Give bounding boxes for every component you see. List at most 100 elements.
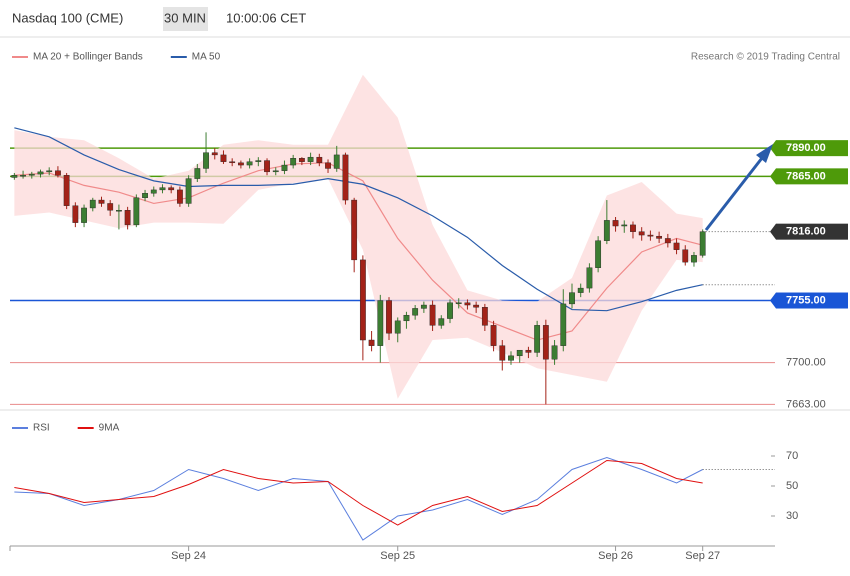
level-label-pointer [770, 223, 776, 240]
candle-body [560, 303, 567, 346]
level-label-box [776, 168, 848, 185]
timeframe[interactable]: 30 MIN [164, 10, 206, 25]
candle-body [534, 325, 541, 353]
candle-body [272, 170, 279, 173]
level-label: 7700.00 [786, 357, 826, 369]
candle-body [438, 318, 445, 326]
candle-body [220, 154, 227, 162]
level-label-box [776, 292, 848, 309]
candle-body [133, 197, 140, 226]
candle-body [691, 255, 697, 263]
y-tick-label: 70 [786, 450, 798, 462]
candle-body [473, 304, 480, 308]
candle-body [420, 304, 427, 309]
candle-body [20, 175, 26, 177]
indicator-line [14, 459, 703, 526]
candle-body [656, 235, 663, 239]
candle-body [664, 238, 671, 244]
candle-body [333, 154, 340, 169]
candle-body [63, 175, 70, 206]
candle-body [551, 345, 558, 360]
candle-body [386, 300, 392, 334]
y-tick-label: 50 [786, 480, 798, 492]
forecast-arrowhead [756, 144, 773, 163]
candle-body [516, 349, 523, 357]
candle-body [603, 220, 610, 241]
timestamp: 10:00:06 CET [226, 10, 306, 25]
candle-body [237, 162, 244, 166]
x-tick-label: Sep 25 [380, 550, 415, 562]
candle-body [290, 158, 297, 166]
indicator-line [14, 456, 703, 541]
candle-body [699, 231, 706, 256]
candle-body [98, 199, 105, 204]
chart-title: Nasdaq 100 (CME) [12, 10, 123, 25]
credit: Research © 2019 Trading Central [691, 52, 840, 63]
candle-body [55, 170, 61, 176]
candle-body [211, 152, 218, 156]
timeframe-box[interactable] [163, 7, 208, 31]
candle-body [11, 175, 18, 178]
candle-body [177, 189, 183, 204]
candle-body [569, 292, 575, 305]
candle-body [81, 207, 87, 223]
legend-label: RSI [33, 423, 50, 434]
level-label-box [776, 223, 848, 240]
candle-body [447, 302, 453, 319]
candle-body [351, 199, 358, 261]
candle-body [107, 203, 114, 211]
candle-body [394, 320, 401, 334]
candle-body [281, 164, 288, 171]
candle-body [403, 314, 410, 322]
candle-body [621, 224, 628, 227]
candle-body [89, 199, 96, 209]
candle-body [46, 170, 53, 173]
level-label-pointer [770, 168, 776, 185]
candle-body [673, 242, 680, 250]
candle-body [159, 187, 166, 191]
forecast-arrow [704, 157, 764, 231]
legend-label: MA 20 + Bollinger Bands [33, 52, 143, 63]
candle-body [116, 210, 122, 212]
candle-body [185, 178, 192, 204]
moving-average [14, 162, 703, 341]
candle-body [325, 162, 331, 169]
candle-body [595, 240, 602, 268]
candle-body [229, 161, 236, 164]
candle-body [464, 302, 471, 306]
candle-body [455, 302, 462, 304]
level-label: 7816.00 [786, 226, 826, 238]
moving-average [14, 127, 703, 312]
candle-body [246, 161, 253, 166]
level-label: 7663.00 [786, 398, 826, 410]
candle-body [150, 189, 157, 194]
candle-body [264, 160, 270, 173]
candle-body [168, 187, 175, 191]
candle-body [307, 156, 314, 162]
level-label: 7865.00 [786, 170, 826, 182]
candle-body [316, 156, 323, 164]
candle-body [377, 300, 384, 346]
candle-body [298, 158, 305, 162]
candle-body [508, 355, 514, 361]
candle-body [542, 325, 549, 360]
level-label-box [776, 140, 848, 157]
candle-body [255, 160, 262, 162]
legend-label: 9MA [99, 423, 120, 434]
x-tick-label: Sep 24 [171, 550, 206, 562]
candle-body [124, 210, 131, 226]
level-label-pointer [770, 292, 776, 309]
legend-label: MA 50 [192, 52, 221, 63]
plot-layer: 7890.00 7865.00 7816.00 7755.00 7700.00 7663.… [9, 52, 848, 562]
y-tick-label: 30 [786, 510, 798, 522]
candle-body [72, 205, 79, 223]
candle-body [638, 231, 645, 236]
candle-body [194, 168, 201, 179]
candle-body [630, 224, 636, 232]
candle-body [499, 345, 506, 361]
level-label: 7890.00 [786, 142, 826, 154]
candle-body [525, 349, 532, 353]
candle-body [142, 193, 148, 199]
